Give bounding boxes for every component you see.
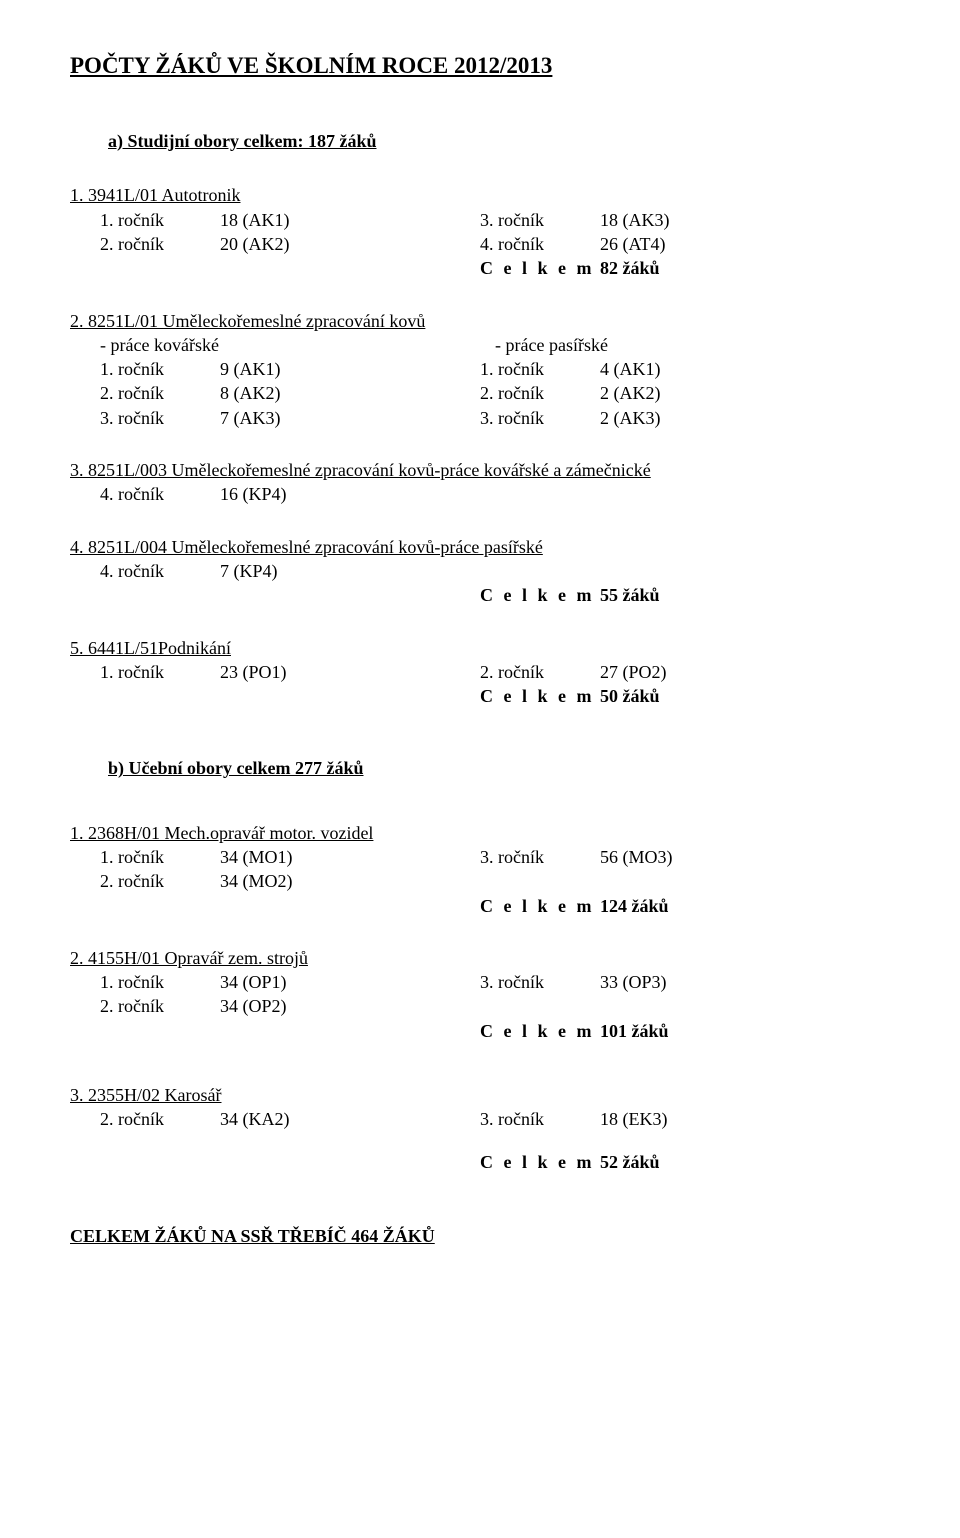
year-value: 27 (PO2) (600, 660, 710, 684)
total-value: 55 žáků (600, 583, 660, 607)
total-value: 82 žáků (600, 256, 660, 280)
ucebni-1: 1. 2368H/01 Mech.opravář motor. vozidel … (70, 821, 890, 918)
table-row: 3. ročník 7 (AK3) 3. ročník 2 (AK3) (70, 406, 890, 430)
year-value: 18 (EK3) (600, 1107, 710, 1131)
table-row: 2. ročník 34 (KA2) 3. ročník 18 (EK3) (70, 1107, 890, 1131)
year-value: 18 (AK3) (600, 208, 710, 232)
year-label: 1. ročník (100, 660, 220, 684)
year-label: 3. ročník (480, 406, 600, 430)
year-label: 3. ročník (480, 1107, 600, 1131)
total-label: C e l k e m (480, 583, 600, 607)
year-label: 4. ročník (100, 482, 220, 506)
section-a-heading: a) Studijní obory celkem: 187 žáků (108, 129, 890, 153)
year-label: 2. ročník (480, 660, 600, 684)
total-label: C e l k e m (480, 256, 600, 280)
year-label: 2. ročník (100, 869, 220, 893)
year-value: 34 (OP2) (220, 994, 330, 1018)
year-label: 2. ročník (100, 994, 220, 1018)
course-3: 3. 8251L/003 Uměleckořemeslné zpracování… (70, 458, 890, 507)
course-4: 4. 8251L/004 Uměleckořemeslné zpracování… (70, 535, 890, 608)
year-label: 2. ročník (100, 232, 220, 256)
year-value: 34 (MO2) (220, 869, 330, 893)
course-title: 5. 6441L/51Podnikání (70, 636, 890, 660)
table-row: 1. ročník 34 (OP1) 3. ročník 33 (OP3) (70, 970, 890, 994)
total-label: C e l k e m (480, 894, 600, 918)
total-value: 101 žáků (600, 1019, 669, 1043)
course-title: 3. 8251L/003 Uměleckořemeslné zpracování… (70, 458, 890, 482)
course-title: 2. 8251L/01 Uměleckořemeslné zpracování … (70, 309, 890, 333)
total-row: C e l k e m 50 žáků (480, 684, 890, 708)
table-row: 4. ročník 16 (KP4) (70, 482, 890, 506)
table-row: 1. ročník 23 (PO1) 2. ročník 27 (PO2) (70, 660, 890, 684)
total-label: C e l k e m (480, 684, 600, 708)
table-row: 2. ročník 34 (MO2) (70, 869, 890, 893)
year-value: 2 (AK3) (600, 406, 710, 430)
year-value: 8 (AK2) (220, 381, 330, 405)
total-value: 50 žáků (600, 684, 660, 708)
year-value: 7 (KP4) (220, 559, 330, 583)
table-row: 4. ročník 7 (KP4) (70, 559, 890, 583)
year-value: 4 (AK1) (600, 357, 710, 381)
course-title: 2. 4155H/01 Opravář zem. strojů (70, 946, 890, 970)
total-label: C e l k e m (480, 1150, 600, 1174)
course-title: 3. 2355H/02 Karosář (70, 1083, 890, 1107)
year-label: 3. ročník (480, 970, 600, 994)
section-b-heading: b) Učební obory celkem 277 žáků (108, 756, 890, 780)
year-label: 2. ročník (480, 381, 600, 405)
total-label: C e l k e m (480, 1019, 600, 1043)
year-value: 23 (PO1) (220, 660, 330, 684)
year-value: 34 (OP1) (220, 970, 330, 994)
year-value: 26 (AT4) (600, 232, 710, 256)
total-row: C e l k e m 52 žáků (480, 1150, 890, 1174)
ucebni-3: 3. 2355H/02 Karosář 2. ročník 34 (KA2) 3… (70, 1083, 890, 1174)
year-label: 1. ročník (100, 357, 220, 381)
ucebni-2: 2. 4155H/01 Opravář zem. strojů 1. roční… (70, 946, 890, 1043)
year-label: 1. ročník (100, 845, 220, 869)
year-value: 18 (AK1) (220, 208, 330, 232)
year-value: 56 (MO3) (600, 845, 710, 869)
year-label: 3. ročník (100, 406, 220, 430)
course-title: 1. 2368H/01 Mech.opravář motor. vozidel (70, 821, 890, 845)
total-row: C e l k e m 55 žáků (480, 583, 890, 607)
year-value: 2 (AK2) (600, 381, 710, 405)
year-label: 2. ročník (100, 1107, 220, 1131)
year-value: 33 (OP3) (600, 970, 710, 994)
page-title: POČTY ŽÁKŮ VE ŠKOLNÍM ROCE 2012/2013 (70, 50, 890, 81)
grand-total: CELKEM ŽÁKŮ NA SSŘ TŘEBÍČ 464 ŽÁKŮ (70, 1224, 890, 1248)
year-value: 20 (AK2) (220, 232, 330, 256)
year-label: 1. ročník (100, 208, 220, 232)
sub-note: - práce kovářské (100, 333, 495, 357)
year-label: 1. ročník (480, 357, 600, 381)
year-label: 4. ročník (480, 232, 600, 256)
year-value: 34 (MO1) (220, 845, 330, 869)
year-value: 34 (KA2) (220, 1107, 330, 1131)
table-row: 2. ročník 34 (OP2) (70, 994, 890, 1018)
year-value: 9 (AK1) (220, 357, 330, 381)
table-row: 1. ročník 18 (AK1) 3. ročník 18 (AK3) (70, 208, 890, 232)
total-value: 52 žáků (600, 1150, 660, 1174)
total-row: C e l k e m 82 žáků (480, 256, 890, 280)
table-row: 2. ročník 8 (AK2) 2. ročník 2 (AK2) (70, 381, 890, 405)
sub-note-row: - práce kovářské - práce pasířské (70, 333, 890, 357)
sub-note: - práce pasířské (495, 333, 890, 357)
year-label: 4. ročník (100, 559, 220, 583)
course-title: 4. 8251L/004 Uměleckořemeslné zpracování… (70, 535, 890, 559)
year-label: 3. ročník (480, 845, 600, 869)
course-title: 1. 3941L/01 Autotronik (70, 183, 890, 207)
table-row: 1. ročník 34 (MO1) 3. ročník 56 (MO3) (70, 845, 890, 869)
table-row: 1. ročník 9 (AK1) 1. ročník 4 (AK1) (70, 357, 890, 381)
total-value: 124 žáků (600, 894, 669, 918)
course-5: 5. 6441L/51Podnikání 1. ročník 23 (PO1) … (70, 636, 890, 709)
course-1: 1. 3941L/01 Autotronik 1. ročník 18 (AK1… (70, 183, 890, 280)
total-row: C e l k e m 124 žáků (480, 894, 890, 918)
year-value: 16 (KP4) (220, 482, 330, 506)
year-label: 3. ročník (480, 208, 600, 232)
year-label: 2. ročník (100, 381, 220, 405)
table-row: 2. ročník 20 (AK2) 4. ročník 26 (AT4) (70, 232, 890, 256)
total-row: C e l k e m 101 žáků (480, 1019, 890, 1043)
year-value: 7 (AK3) (220, 406, 330, 430)
course-2: 2. 8251L/01 Uměleckořemeslné zpracování … (70, 309, 890, 430)
year-label: 1. ročník (100, 970, 220, 994)
